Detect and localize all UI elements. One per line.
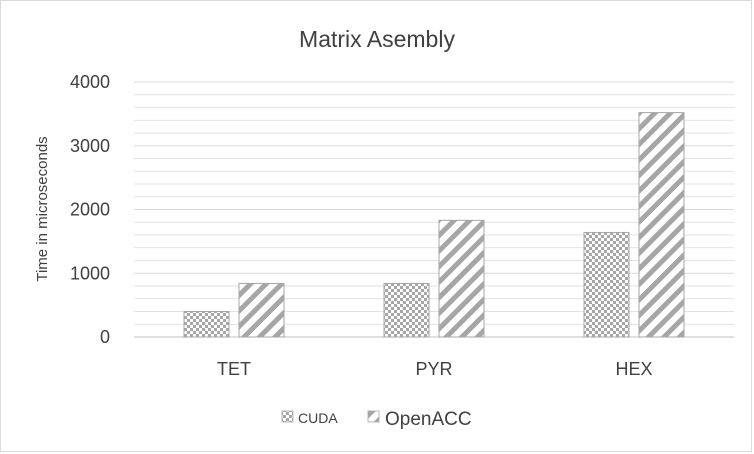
x-tick-labels: TET PYR HEX — [217, 359, 653, 379]
legend-label-openacc: OpenACC — [385, 409, 472, 430]
bar-openacc-pyr — [438, 219, 485, 338]
legend: CUDA OpenACC — [281, 409, 472, 430]
y-tick-label: 1000 — [70, 263, 110, 283]
bars — [183, 112, 685, 338]
gridlines — [134, 81, 734, 338]
x-tick-label: TET — [217, 359, 251, 379]
legend-swatch-openacc — [367, 410, 380, 423]
y-tick-label: 4000 — [70, 72, 110, 92]
y-axis-label: Time in microseconds — [34, 136, 51, 281]
x-tick-label: HEX — [615, 359, 652, 379]
chart-title: Matrix Asembly — [299, 26, 455, 52]
y-tick-labels: 0 1000 2000 3000 4000 — [70, 72, 110, 347]
y-tick-label: 3000 — [70, 136, 110, 156]
legend-swatch-cuda — [281, 410, 294, 423]
bar-cuda-tet — [183, 311, 230, 338]
bar-cuda-hex — [583, 231, 630, 338]
bar-cuda-pyr — [383, 282, 430, 338]
y-tick-label: 0 — [100, 327, 110, 347]
bar-openacc-tet — [238, 282, 285, 338]
bar-openacc-hex — [638, 112, 685, 338]
y-tick-label: 2000 — [70, 200, 110, 220]
legend-label-cuda: CUDA — [298, 410, 338, 426]
x-tick-label: PYR — [415, 359, 452, 379]
